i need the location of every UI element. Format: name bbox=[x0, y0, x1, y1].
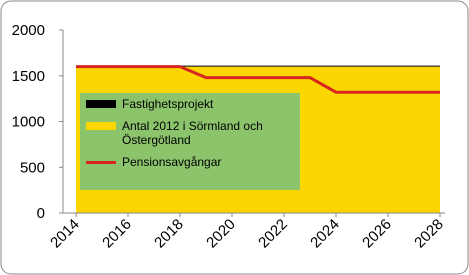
legend-label: Antal 2012 i Sörmland och Östergötland bbox=[122, 119, 263, 147]
y-tick-label: 0 bbox=[37, 205, 45, 222]
legend-swatch bbox=[86, 122, 116, 130]
legend-label: Pensionsavgångar bbox=[122, 155, 222, 169]
line bbox=[76, 65, 440, 94]
y-tick-label: 1000 bbox=[12, 114, 45, 131]
legend-swatch bbox=[86, 161, 116, 164]
y-tick-label: 1500 bbox=[12, 68, 45, 85]
legend-item: Pensionsavgångar bbox=[86, 155, 294, 169]
legend-item: Fastighetsprojekt bbox=[86, 97, 294, 111]
y-tick-label: 2000 bbox=[12, 22, 45, 39]
legend-item: Antal 2012 i Sörmland och Östergötland bbox=[86, 119, 294, 147]
legend-swatch bbox=[86, 100, 116, 108]
legend: Fastighetsprojekt Antal 2012 i Sörmland o… bbox=[80, 93, 300, 190]
y-tick-label: 500 bbox=[20, 159, 45, 176]
legend-label: Fastighetsprojekt bbox=[122, 97, 214, 111]
